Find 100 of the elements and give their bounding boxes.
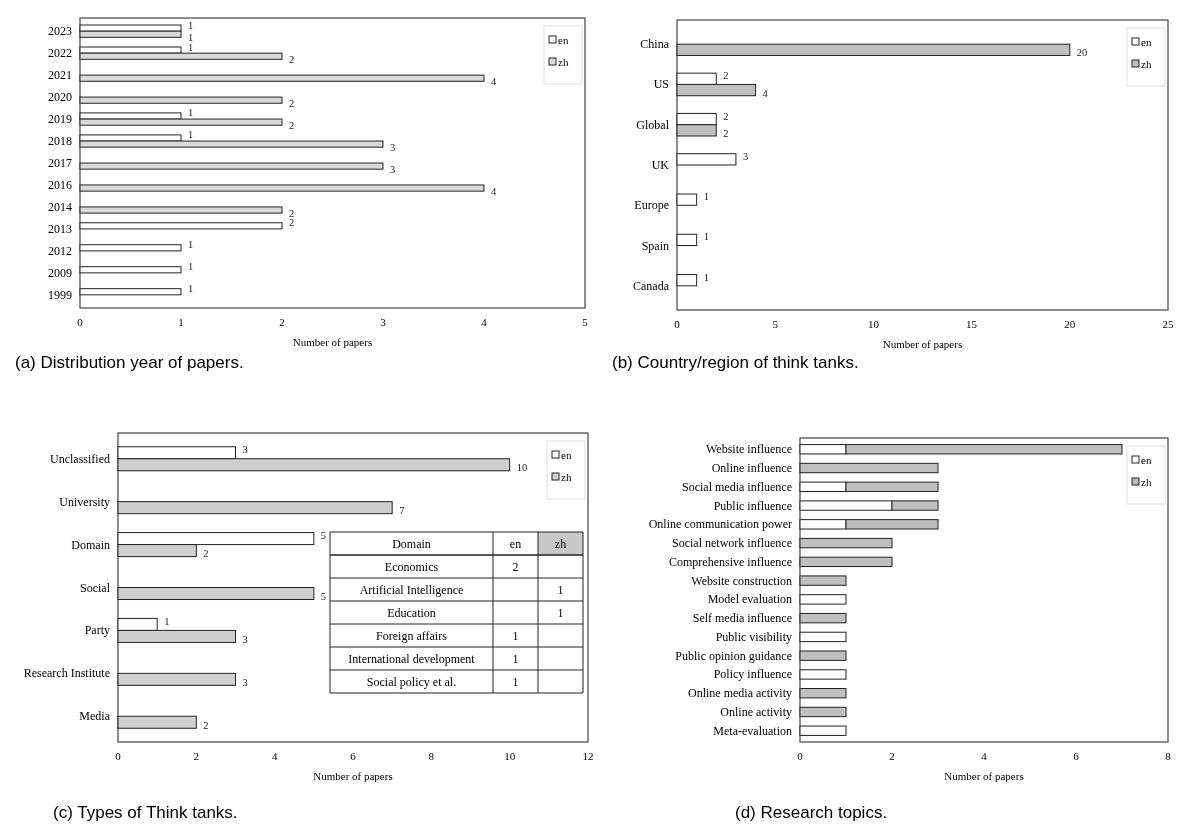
x-tick-label: 2 bbox=[193, 750, 200, 762]
text: (b) Country/region of think tanks. bbox=[612, 353, 859, 372]
text: (c) Types of Think tanks. bbox=[53, 803, 238, 822]
y-tick-label: 2017 bbox=[48, 156, 72, 170]
x-tick-label: 10 bbox=[867, 318, 880, 330]
data-label: 1 bbox=[703, 231, 709, 243]
data-label: 1 bbox=[188, 239, 194, 251]
x-tick-label: 6 bbox=[350, 750, 357, 762]
bar bbox=[676, 274, 698, 287]
bar bbox=[117, 501, 393, 515]
y-tick-label: 2018 bbox=[48, 134, 72, 149]
bar bbox=[79, 184, 485, 192]
x-tick-label: 0 bbox=[77, 316, 84, 328]
x-tick-label: 0 bbox=[674, 318, 681, 330]
data-label: 1 bbox=[703, 191, 709, 203]
data-label: 2 bbox=[723, 70, 729, 82]
data-label: 1 bbox=[188, 41, 194, 53]
bar bbox=[79, 206, 283, 214]
text: zh bbox=[554, 536, 567, 551]
x-tick-label: 2 bbox=[889, 750, 895, 762]
data-label: 4 bbox=[491, 75, 497, 87]
data-label: 1 bbox=[188, 129, 194, 141]
bar bbox=[117, 715, 197, 729]
data-label: 1 bbox=[557, 605, 564, 620]
bar bbox=[117, 672, 236, 686]
data-label: 20 bbox=[1076, 47, 1088, 59]
y-tick-label: Public opinion guidance bbox=[675, 648, 792, 663]
data-label: 3 bbox=[742, 150, 749, 162]
y-tick-label: Online activity bbox=[720, 704, 792, 719]
y-tick-label: Online media activity bbox=[688, 686, 792, 701]
data-label: 2 bbox=[203, 548, 209, 560]
bar bbox=[799, 556, 893, 568]
y-tick-label: 2013 bbox=[48, 221, 72, 236]
y-tick-label: Public visibility bbox=[715, 629, 792, 644]
y-tick-label: Europe bbox=[634, 198, 669, 213]
y-tick-label: Party bbox=[84, 623, 110, 638]
data-label: 3 bbox=[390, 141, 396, 153]
x-tick-label: 8 bbox=[1165, 750, 1172, 762]
y-tick-label: Policy influence bbox=[713, 667, 792, 682]
x-tick-label: 6 bbox=[1073, 750, 1080, 762]
category-label: Artificial Intelligence bbox=[359, 582, 464, 597]
y-tick-label: 2012 bbox=[48, 243, 72, 258]
bar bbox=[799, 669, 847, 680]
x-tick-label: 0 bbox=[115, 750, 122, 762]
x-tick-label: 2 bbox=[279, 316, 285, 328]
legend-label: en bbox=[561, 449, 572, 461]
y-tick-label: University bbox=[59, 494, 110, 509]
y-tick-label: Spain bbox=[641, 238, 669, 253]
y-tick-label: 2009 bbox=[48, 265, 72, 280]
x-axis-title: Number of papers bbox=[944, 770, 1024, 782]
x-tick-label: 15 bbox=[966, 318, 978, 330]
bar bbox=[79, 222, 283, 230]
bar bbox=[676, 233, 698, 247]
x-axis-title: Number of papers bbox=[292, 336, 373, 348]
data-label: 2 bbox=[723, 127, 729, 139]
y-tick-label: 2014 bbox=[48, 199, 72, 214]
y-tick-label: Online communication power bbox=[648, 517, 792, 532]
data-label: 2 bbox=[289, 119, 295, 131]
legend-label: zh bbox=[558, 56, 569, 68]
data-label: 1 bbox=[703, 271, 709, 283]
x-tick-label: 8 bbox=[428, 750, 435, 762]
y-tick-label: Website construction bbox=[691, 573, 792, 588]
data-label: 1 bbox=[188, 19, 194, 31]
legend-label: zh bbox=[561, 471, 572, 483]
x-tick-label: 5 bbox=[582, 316, 589, 328]
data-label: 7 bbox=[399, 505, 405, 517]
bar bbox=[799, 594, 847, 605]
data-label: 1 bbox=[557, 582, 564, 597]
y-tick-label: Model evaluation bbox=[707, 592, 792, 607]
y-tick-label: Meta-evaluation bbox=[713, 723, 792, 738]
x-tick-label: 1 bbox=[178, 316, 184, 328]
bar bbox=[799, 650, 847, 661]
data-label: 2 bbox=[203, 719, 209, 731]
text: (d) Research topics. bbox=[735, 803, 888, 822]
y-tick-label: 2016 bbox=[48, 177, 72, 192]
y-tick-label: 2020 bbox=[48, 90, 72, 105]
y-tick-label: Online influence bbox=[711, 461, 792, 476]
y-tick-label: 2021 bbox=[48, 68, 72, 83]
legend-label: zh bbox=[1141, 58, 1152, 70]
bar bbox=[676, 153, 737, 166]
data-label: 4 bbox=[491, 185, 497, 197]
legend-label: en bbox=[1141, 36, 1152, 48]
text: Domain bbox=[392, 536, 431, 551]
bar bbox=[79, 244, 182, 252]
y-tick-label: China bbox=[640, 37, 670, 52]
y-tick-label: Social media influence bbox=[682, 479, 792, 494]
data-label: 2 bbox=[512, 559, 519, 574]
bar bbox=[79, 162, 384, 170]
x-tick-label: 4 bbox=[271, 750, 278, 762]
bar bbox=[117, 587, 315, 601]
y-tick-label: Public influence bbox=[713, 498, 792, 513]
category-label: International development bbox=[348, 651, 476, 666]
x-axis-title: Number of papers bbox=[313, 770, 393, 782]
x-tick-label: 10 bbox=[504, 750, 516, 762]
y-tick-label: 2022 bbox=[48, 46, 72, 61]
category-label: Education bbox=[387, 605, 436, 620]
data-label: 2 bbox=[289, 217, 295, 229]
data-label: 1 bbox=[164, 615, 170, 627]
y-tick-label: Domain bbox=[71, 537, 110, 552]
y-tick-label: US bbox=[653, 77, 669, 92]
